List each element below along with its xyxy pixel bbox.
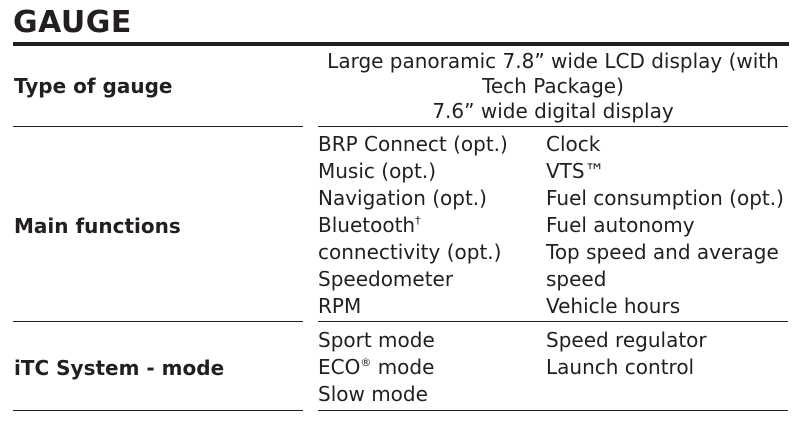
bluetooth-text: Bluetooth [318,213,416,237]
mode-item: Slow mode [318,382,428,406]
row-divider-left [13,126,303,127]
section-title: GAUGE [13,5,132,40]
row-divider-left [13,410,303,411]
function-item: BRP Connect (opt.) [318,132,508,156]
function-item: Music (opt.) [318,159,436,183]
type-of-gauge-value: Large panoramic 7.8” wide LCD display (w… [318,49,788,124]
row-label-type-of-gauge: Type of gauge [14,74,173,98]
dagger-mark: † [415,214,421,227]
gauge-line-3: 7.6” wide digital display [432,99,674,123]
main-functions-col1: BRP Connect (opt.) Music (opt.) Navigati… [318,131,508,320]
function-item: Top speed and average [546,240,779,264]
title-underline [13,42,789,46]
function-item: Fuel consumption (opt.) [546,186,784,210]
function-item: speed [546,267,607,291]
registered-mark: ® [360,356,372,369]
mode-item-eco: ECO® mode [318,354,435,381]
row-label-itc-system-mode: iTC System - mode [14,356,225,380]
mode-item: Sport mode [318,328,435,352]
function-item: RPM [318,294,362,318]
mode-item: Launch control [546,355,695,379]
mode-item: Speed regulator [546,328,707,352]
function-item: Fuel autonomy [546,213,695,237]
eco-text: ECO [318,355,361,379]
function-item: Vehicle hours [546,294,681,318]
eco-suffix: mode [371,355,435,379]
function-item: Navigation (opt.) [318,186,487,210]
row-divider-right [318,126,788,127]
itc-modes-col1: Sport mode ECO® mode Slow mode [318,327,435,408]
function-item: Clock [546,132,601,156]
gauge-line-2: Tech Package) [482,74,624,98]
itc-modes-col2: Speed regulator Launch control [546,327,707,381]
function-item: Speedometer [318,267,454,291]
function-item: VTS™ [546,159,605,183]
function-item: connectivity (opt.) [318,240,502,264]
gauge-line-1: Large panoramic 7.8” wide LCD display (w… [327,49,779,73]
main-functions-col2: Clock VTS™ Fuel consumption (opt.) Fuel … [546,131,784,320]
row-divider-right [318,321,788,322]
row-label-main-functions: Main functions [14,214,181,238]
row-divider-left [13,321,303,322]
function-item-bluetooth: Bluetooth† [318,212,508,239]
row-divider-right [318,410,788,411]
